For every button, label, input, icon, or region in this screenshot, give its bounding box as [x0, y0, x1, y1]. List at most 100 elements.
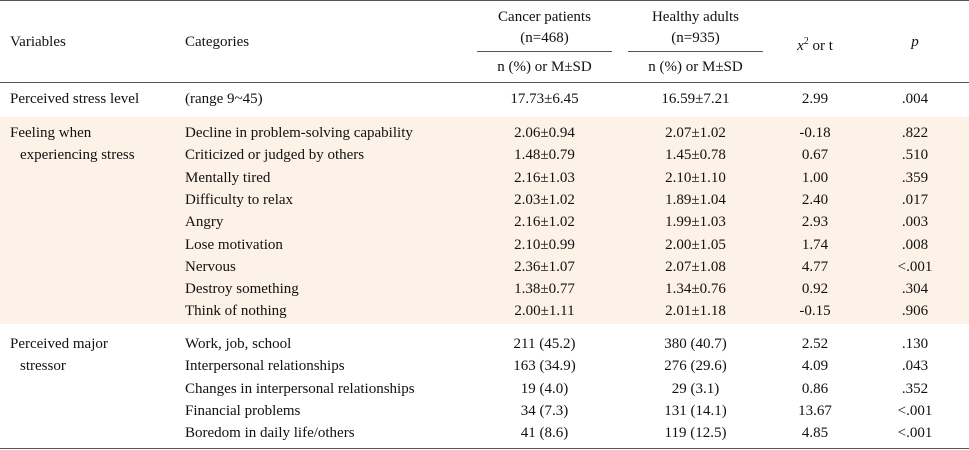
p-cell: <.001 [897, 258, 933, 275]
category-cell: Work, job, school [185, 336, 292, 352]
healthy-cell: 1.89±1.04 [665, 191, 726, 208]
cancer-cell: 19 (4.0) [520, 380, 569, 397]
category-cell: Decline in problem-solving capability [185, 125, 413, 141]
stat-cell: 13.67 [798, 402, 832, 419]
cancer-cell: 1.48±0.79 [514, 147, 575, 164]
p-value: .004 [901, 91, 929, 107]
bottom-rule [0, 448, 969, 449]
healthy-cell: 2.10±1.10 [665, 169, 726, 186]
p-cell: .003 [901, 214, 929, 231]
stat-cell: 1.74 [801, 236, 829, 253]
header-variables: Variables [10, 34, 66, 50]
healthy-cell: 29 (3.1) [671, 380, 720, 397]
category-cell: Mentally tired [185, 169, 271, 186]
cancer-cell: 2.03±1.02 [514, 191, 575, 208]
healthy-cell: 276 (29.6) [664, 358, 727, 375]
stat-cell: 0.67 [801, 147, 829, 164]
healthy-cell: 2.07±1.02 [665, 125, 726, 141]
category-cell: Nervous [185, 258, 236, 275]
p-cell: .008 [901, 236, 929, 253]
cancer-cell: 2.36±1.07 [514, 258, 575, 275]
cancer-cell: 163 (34.9) [513, 358, 576, 375]
category-cell: Destroy something [185, 281, 299, 298]
healthy-cell: 1.34±0.76 [665, 281, 726, 298]
cancer-cell: 211 (45.2) [513, 336, 576, 352]
stat-cell: 2.52 [801, 336, 829, 352]
variable-label: Perceived major [10, 336, 108, 352]
healthy-cell: 2.07±1.08 [665, 258, 726, 275]
p-cell: .043 [901, 358, 929, 375]
stat-value: 2.99 [801, 91, 829, 107]
category-cell: Think of nothing [185, 303, 287, 320]
variable-label-cont: experiencing stress [20, 147, 135, 163]
p-cell: .906 [901, 303, 929, 320]
category-label: (range 9~45) [185, 91, 263, 107]
healthy-cell: 131 (14.1) [664, 402, 727, 419]
stat-cell: 0.92 [801, 281, 829, 298]
cancer-cell: 2.16±1.03 [514, 169, 575, 186]
category-cell: Boredom in daily life/others [185, 425, 355, 442]
stat-cell: 4.09 [801, 358, 829, 375]
stat-cell: 1.00 [801, 169, 829, 186]
category-cell: Financial problems [185, 402, 301, 419]
group2-underline [628, 51, 763, 52]
category-cell: Difficulty to relax [185, 191, 294, 208]
header-stat-x: x [797, 38, 804, 54]
p-cell: .130 [901, 336, 929, 352]
header-group2-sub: n (%) or M±SD [648, 59, 743, 75]
p-cell: <.001 [897, 425, 933, 442]
healthy-value: 16.59±7.21 [661, 91, 730, 107]
variable-label-cont: stressor [20, 358, 66, 374]
header-stat: x2 or t [770, 33, 860, 55]
healthy-cell: 1.99±1.03 [665, 214, 726, 231]
header-stat-rest: or t [808, 38, 833, 54]
stat-cell: 2.93 [801, 214, 829, 231]
top-rule [0, 0, 969, 1]
stat-cell: 4.85 [801, 425, 829, 442]
stat-cell: 0.86 [801, 380, 829, 397]
healthy-cell: 2.00±1.05 [665, 236, 726, 253]
cancer-cell: 2.10±0.99 [514, 236, 575, 253]
category-cell: Interpersonal relationships [185, 358, 345, 375]
cancer-cell: 2.06±0.94 [514, 125, 575, 141]
cancer-cell: 1.38±0.77 [514, 281, 575, 298]
group1-underline [477, 51, 612, 52]
shaded-band [0, 117, 969, 324]
p-cell: .822 [901, 125, 929, 141]
stat-cell: -0.18 [799, 125, 831, 141]
healthy-cell: 1.45±0.78 [665, 147, 726, 164]
category-cell: Criticized or judged by others [185, 147, 365, 164]
header-group2-name: Healthy adults [651, 9, 740, 25]
healthy-cell: 2.01±1.18 [665, 303, 726, 320]
variable-label: Feeling when [10, 125, 92, 141]
category-cell: Lose motivation [185, 236, 283, 253]
p-cell: .359 [901, 169, 929, 186]
stat-cell: -0.15 [799, 303, 831, 320]
p-cell: .352 [901, 380, 929, 397]
p-cell: .510 [901, 147, 929, 164]
category-cell: Changes in interpersonal relationships [185, 380, 415, 397]
header-group1-n: (n=468) [520, 30, 569, 46]
healthy-cell: 119 (12.5) [664, 425, 727, 442]
cancer-value: 17.73±6.45 [510, 91, 579, 107]
category-cell: Angry [185, 214, 224, 231]
header-stat-sup: 2 [803, 36, 809, 47]
p-cell: .017 [901, 191, 929, 208]
p-cell: <.001 [897, 402, 933, 419]
header-group1-name: Cancer patients [498, 9, 591, 25]
cancer-cell: 2.00±1.11 [514, 303, 575, 320]
header-group1-sub: n (%) or M±SD [497, 59, 592, 75]
header-bottom-rule [0, 82, 969, 83]
variable-label: Perceived stress level [10, 91, 140, 107]
cancer-cell: 34 (7.3) [520, 402, 569, 419]
p-cell: .304 [901, 281, 929, 298]
header-p: p [911, 34, 919, 50]
healthy-cell: 380 (40.7) [664, 336, 727, 352]
cancer-cell: 2.16±1.02 [514, 214, 575, 231]
cancer-cell: 41 (8.6) [520, 425, 569, 442]
stat-cell: 2.40 [801, 191, 829, 208]
header-group2-n: (n=935) [671, 30, 720, 46]
header-categories: Categories [185, 34, 250, 50]
stat-cell: 4.77 [801, 258, 829, 275]
